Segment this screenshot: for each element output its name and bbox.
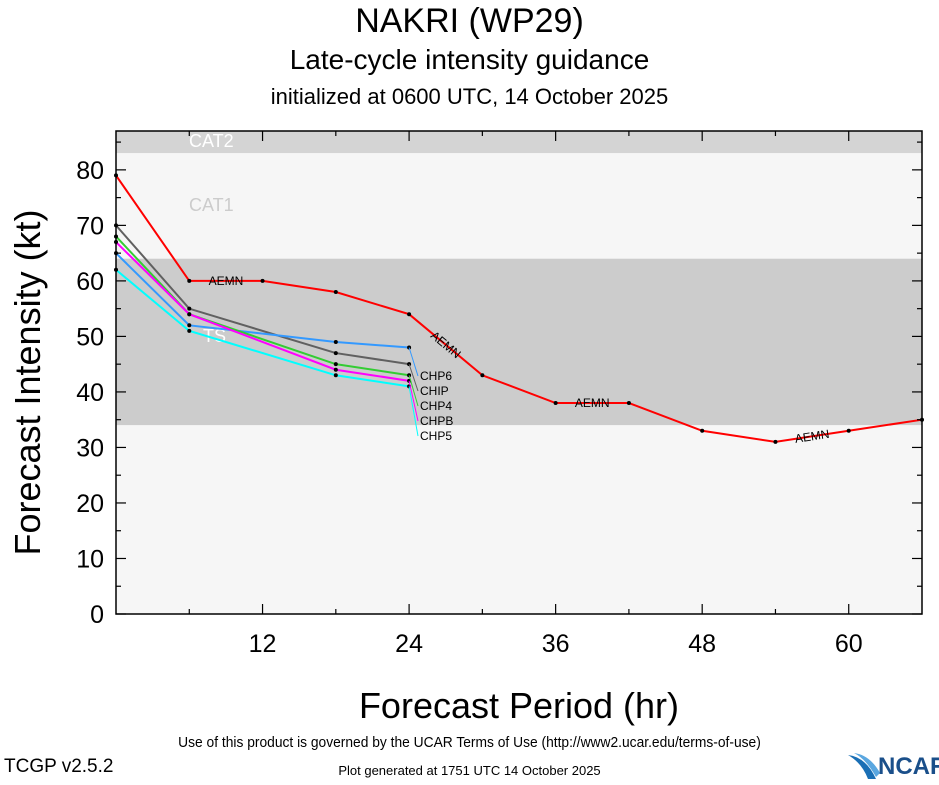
x-tick-label: 60: [835, 630, 863, 658]
x-tick-label: 36: [542, 630, 570, 658]
band-label-cat2: CAT2: [189, 131, 234, 151]
ncar-logo-text: NCAR: [878, 753, 939, 780]
data-point: [333, 339, 338, 344]
series-line-chip: [115, 224, 410, 366]
intensity-band: [116, 153, 922, 259]
data-point: [333, 351, 338, 356]
intensity-band: [116, 131, 922, 154]
x-tick-label: 12: [249, 630, 277, 658]
series-label-leader: [408, 386, 419, 437]
intensity-band: [116, 425, 922, 614]
series-label-leader: [408, 347, 419, 377]
series-label-chip: CHIP: [420, 384, 449, 398]
data-point: [407, 312, 412, 317]
chart-subtitle: Late-cycle intensity guidance: [289, 44, 650, 75]
intensity-band: [116, 258, 922, 426]
series-line-chp4: [115, 235, 410, 377]
data-point: [187, 323, 192, 328]
series-line-chp5: [115, 269, 410, 388]
data-point: [187, 278, 192, 283]
series-label-chp5: CHP5: [420, 429, 452, 443]
series-label-leader: [408, 375, 419, 407]
data-point: [333, 290, 338, 294]
data-point: [260, 278, 265, 283]
terms-of-use: Use of this product is governed by the U…: [178, 734, 761, 751]
series-label-aemn: AEMN: [794, 427, 830, 446]
band-label-cat1: CAT1: [189, 195, 234, 215]
series-line-aemn: [115, 174, 923, 443]
y-axis-label: Forecast Intensity (kt): [7, 209, 48, 555]
ncar-logo: NCAR: [846, 753, 939, 780]
chart-init-time: initialized at 0600 UTC, 14 October 2025: [270, 84, 669, 109]
series-label-chp6: CHP6: [420, 369, 452, 383]
data-point: [846, 428, 851, 433]
data-point: [626, 401, 631, 406]
series-label-aemn: AEMN: [575, 396, 610, 410]
y-tick-label: 0: [90, 601, 104, 629]
x-tick-label: 24: [395, 630, 423, 658]
series-label-aemn: AEMN: [209, 274, 244, 288]
data-point: [333, 367, 338, 372]
x-axis-label: Forecast Period (hr): [359, 685, 679, 726]
data-point: [333, 362, 338, 367]
series-label-chpb: CHPB: [420, 414, 453, 428]
generated-time: Plot generated at 1751 UTC 14 October 20…: [338, 763, 601, 778]
series-label-leader: [408, 364, 419, 392]
y-tick-label: 60: [76, 268, 104, 296]
y-tick-label: 80: [76, 157, 104, 185]
series-line-chp6: [115, 252, 410, 349]
data-point: [333, 373, 338, 378]
data-point: [187, 312, 192, 317]
data-point: [700, 428, 705, 433]
y-tick-label: 40: [76, 379, 104, 407]
data-point: [480, 373, 485, 378]
y-tick-label: 30: [76, 434, 104, 462]
x-tick-label: 48: [688, 630, 716, 658]
data-point: [773, 439, 778, 444]
series-line-chpb: [115, 241, 410, 382]
data-point: [553, 401, 558, 406]
data-point: [187, 306, 192, 311]
plot-frame: [115, 130, 923, 615]
version-label: TCGP v2.5.2: [4, 756, 114, 777]
data-point: [187, 328, 192, 333]
y-tick-label: 50: [76, 323, 104, 351]
series-label-leader: [408, 380, 419, 422]
chart-title: NAKRI (WP29): [355, 2, 584, 40]
series-label-chp4: CHP4: [420, 399, 452, 413]
y-tick-label: 20: [76, 490, 104, 518]
y-tick-label: 10: [76, 545, 104, 573]
y-tick-label: 70: [76, 212, 104, 240]
